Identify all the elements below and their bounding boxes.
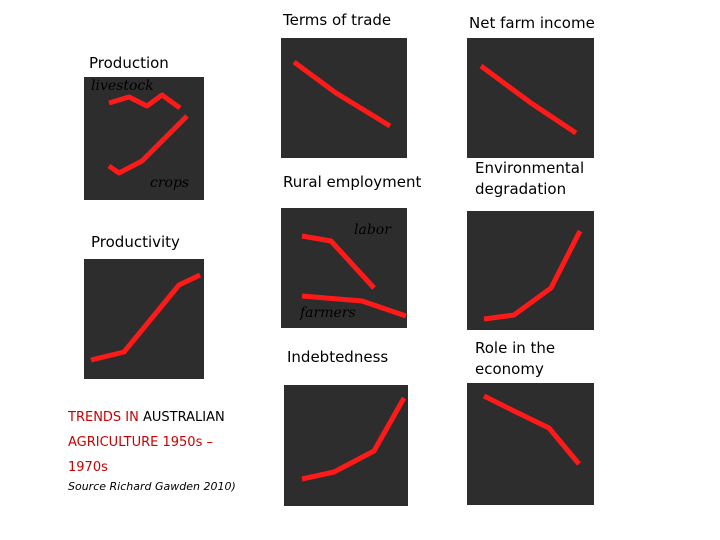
crops-label: crops: [150, 175, 190, 191]
farmers-label: farmers: [300, 305, 356, 321]
labor-trend-line: [301, 233, 376, 290]
title-line2: AGRICULTURE 1950s –: [68, 435, 213, 450]
environmental-degradation-trend-line: [483, 229, 583, 322]
terms-of-trade-label: Terms of trade: [283, 11, 392, 29]
terms-of-trade-chart: [292, 59, 392, 129]
livestock-label: livestock: [91, 78, 154, 94]
rural-employment-label: Rural employment: [283, 173, 422, 191]
crops-trend-line: [107, 114, 189, 176]
net-farm-income-chart: [479, 63, 578, 136]
livestock-trend-line: [108, 92, 182, 111]
title-line1-black: AUSTRALIAN: [143, 410, 225, 425]
source-note: Source Richard Gawden 2010): [68, 480, 236, 493]
farmers-trend-line: [301, 293, 407, 319]
role-in-economy-panel: [467, 383, 594, 505]
title-line1-red: TRENDS IN: [68, 410, 143, 425]
indebtedness-chart: [301, 396, 407, 482]
role-label-line2: economy: [475, 360, 544, 378]
production-panel: [84, 77, 204, 200]
net-farm-income-label: Net farm income: [469, 14, 595, 32]
role-label-line1: Role in the: [475, 339, 556, 357]
title-line3: 1970s: [68, 460, 108, 475]
chart-title: TRENDS IN AUSTRALIAN AGRICULTURE 1950s –…: [68, 405, 268, 480]
productivity-trend-line: [90, 272, 202, 363]
rural-employment-chart: [301, 233, 407, 319]
role-in-economy-chart: [482, 393, 581, 466]
rural-employment-panel: [281, 208, 407, 328]
net-farm-income-panel: [467, 38, 594, 158]
terms-of-trade-trend-line: [292, 59, 392, 129]
terms-of-trade-panel: [281, 38, 407, 158]
indebtedness-panel: [284, 385, 408, 506]
labor-label: labor: [354, 222, 391, 238]
indebtedness-label: Indebtedness: [287, 348, 389, 366]
environmental-label-line1: Environmental: [475, 159, 585, 177]
environmental-label-line2: degradation: [475, 180, 567, 198]
productivity-panel: [84, 259, 204, 379]
role-in-economy-trend-line: [482, 393, 581, 466]
productivity-label: Productivity: [91, 233, 180, 251]
production-chart: [107, 92, 189, 176]
productivity-chart: [90, 272, 202, 363]
production-label: Production: [89, 54, 169, 72]
environmental-degradation-chart: [483, 229, 583, 322]
environmental-degradation-panel: [467, 211, 594, 330]
net-farm-income-trend-line: [479, 63, 578, 136]
indebtedness-trend-line: [301, 396, 407, 482]
